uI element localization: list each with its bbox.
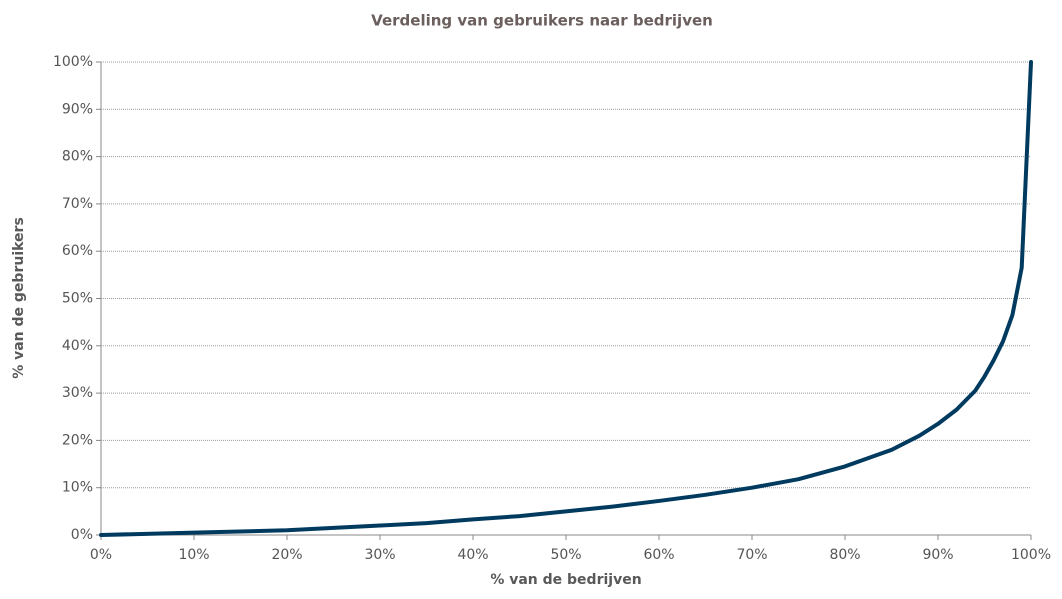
y-tick-label: 100%	[53, 54, 93, 70]
y-tick-label: 50%	[62, 291, 93, 307]
x-tick-label: 60%	[643, 547, 674, 563]
y-tick-label: 30%	[62, 385, 93, 401]
x-tick-label: 10%	[178, 547, 209, 563]
x-tick-label: 30%	[364, 547, 395, 563]
x-tick-label: 0%	[90, 547, 112, 563]
x-tick-label: 70%	[736, 547, 767, 563]
y-tick-label: 80%	[62, 149, 93, 165]
y-axis-label: % van de gebruikers	[11, 217, 27, 379]
y-tick-label: 20%	[62, 432, 93, 448]
y-tick-label: 40%	[62, 338, 93, 354]
x-tick-label: 40%	[457, 547, 488, 563]
y-tick-label: 70%	[62, 196, 93, 212]
x-tick-label: 50%	[550, 547, 581, 563]
chart-title: Verdeling van gebruikers naar bedrijven	[371, 12, 713, 30]
y-tick-label: 0%	[71, 527, 93, 543]
y-tick-label: 90%	[62, 101, 93, 117]
x-axis-label: % van de bedrijven	[490, 572, 641, 588]
x-tick-label: 80%	[829, 547, 860, 563]
y-tick-label: 60%	[62, 243, 93, 259]
x-tick-label: 20%	[271, 547, 302, 563]
data-line	[99, 60, 1033, 537]
y-tick-label: 10%	[62, 480, 93, 496]
x-tick-label: 100%	[1011, 547, 1051, 563]
x-tick-label: 90%	[922, 547, 953, 563]
